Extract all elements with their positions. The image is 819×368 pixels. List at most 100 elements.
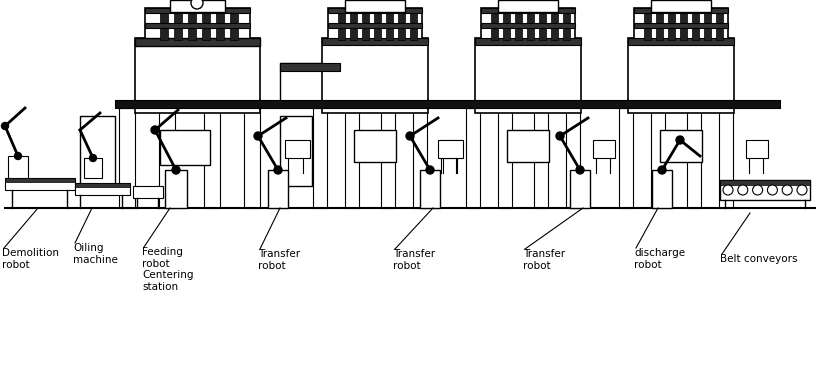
Bar (691, 10, 698, 40)
Bar (285, 140, 310, 158)
Bar (533, 108, 547, 208)
Circle shape (15, 152, 21, 159)
Bar (410, 10, 417, 40)
Bar (268, 170, 287, 208)
Bar (474, 38, 581, 113)
Bar (373, 10, 381, 40)
Bar (5, 178, 75, 190)
Bar (350, 10, 356, 40)
Bar (627, 38, 733, 113)
Bar (145, 23, 250, 28)
Text: Feeding
robot
Centering
station: Feeding robot Centering station (142, 247, 193, 292)
Bar (745, 140, 767, 158)
Bar (413, 108, 427, 208)
Circle shape (737, 185, 747, 195)
Circle shape (151, 126, 159, 134)
Bar (133, 186, 163, 198)
Bar (437, 140, 463, 158)
Bar (565, 108, 579, 208)
Bar (481, 8, 574, 43)
Circle shape (657, 166, 665, 174)
Bar (115, 100, 779, 108)
Bar (337, 10, 345, 40)
Bar (633, 8, 727, 13)
Text: Belt conveyors: Belt conveyors (719, 254, 797, 264)
Bar (170, 0, 224, 12)
Bar (201, 10, 210, 40)
Bar (502, 10, 509, 40)
Bar (715, 10, 722, 40)
Bar (345, 108, 359, 208)
Circle shape (752, 185, 762, 195)
Circle shape (722, 185, 732, 195)
Bar (633, 23, 727, 28)
Bar (188, 10, 196, 40)
Bar (160, 130, 210, 165)
Bar (313, 108, 327, 208)
Bar (160, 10, 168, 40)
Bar (75, 183, 130, 195)
Bar (279, 116, 311, 186)
Bar (506, 130, 549, 162)
Bar (569, 170, 590, 208)
Bar (145, 8, 250, 43)
Circle shape (675, 136, 683, 144)
Bar (719, 180, 809, 200)
Bar (627, 38, 733, 45)
Bar (229, 10, 238, 40)
Bar (650, 108, 664, 208)
Bar (491, 10, 497, 40)
Bar (328, 8, 422, 13)
Bar (527, 10, 533, 40)
Bar (419, 170, 440, 208)
Circle shape (172, 166, 180, 174)
Bar (119, 108, 135, 208)
Bar (550, 10, 557, 40)
Text: Demolition
robot: Demolition robot (2, 248, 59, 270)
Bar (279, 63, 340, 103)
Bar (328, 23, 422, 28)
Bar (633, 8, 727, 43)
Bar (514, 10, 522, 40)
Bar (719, 180, 809, 185)
Circle shape (796, 185, 806, 195)
Bar (592, 140, 614, 158)
Circle shape (575, 166, 583, 174)
Bar (8, 156, 28, 178)
Bar (345, 0, 405, 12)
Bar (322, 38, 428, 45)
Bar (322, 38, 428, 113)
Circle shape (274, 166, 282, 174)
Bar (659, 130, 701, 162)
Bar (145, 8, 250, 13)
Bar (474, 38, 581, 45)
Bar (328, 8, 422, 43)
Text: discharge
robot: discharge robot (633, 248, 685, 270)
Bar (135, 38, 260, 113)
Bar (215, 10, 224, 40)
Bar (361, 10, 369, 40)
Bar (159, 108, 174, 208)
Bar (174, 10, 182, 40)
Bar (279, 63, 340, 71)
Bar (80, 116, 115, 186)
Bar (397, 10, 405, 40)
Bar (165, 170, 187, 208)
Circle shape (89, 155, 97, 162)
Bar (643, 10, 650, 40)
Circle shape (781, 185, 791, 195)
Circle shape (555, 132, 563, 140)
Bar (686, 108, 700, 208)
Circle shape (2, 123, 8, 130)
Bar (481, 8, 574, 13)
Bar (618, 108, 632, 208)
Bar (497, 108, 511, 208)
Bar (5, 178, 75, 182)
Bar (655, 10, 663, 40)
Text: Transfer
robot: Transfer robot (258, 249, 300, 270)
Circle shape (767, 185, 776, 195)
Bar (84, 158, 102, 178)
Bar (679, 10, 686, 40)
Bar (667, 10, 674, 40)
Text: Transfer
robot: Transfer robot (392, 249, 435, 270)
